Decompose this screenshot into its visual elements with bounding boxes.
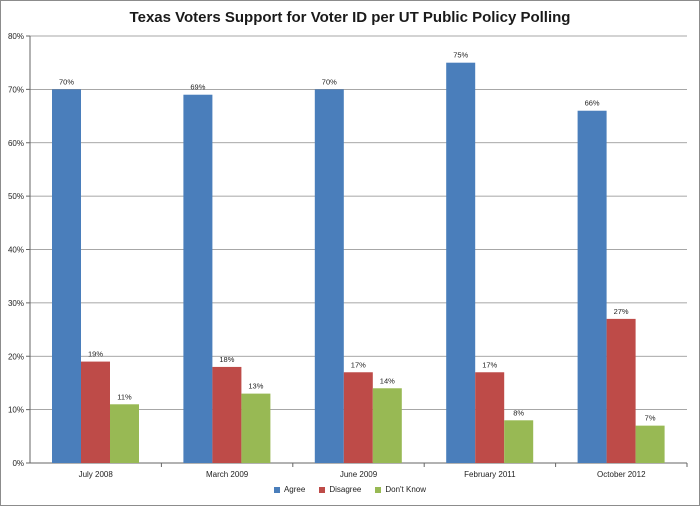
bar-don-t-know-1	[110, 404, 139, 463]
bar-don-t-know-3	[372, 388, 402, 463]
y-tick-label: 10%	[8, 406, 24, 415]
x-tick-label: June 2009	[340, 470, 378, 479]
legend-item-agree: Agree	[273, 485, 306, 494]
bar-disagree-2	[212, 366, 242, 463]
legend-swatch	[319, 486, 326, 493]
x-tick-label: July 2008	[79, 470, 114, 479]
bar-agree-4	[446, 62, 476, 463]
legend-label: Don't Know	[385, 485, 427, 494]
data-label: 70%	[59, 77, 74, 86]
y-tick-label: 0%	[12, 459, 24, 468]
data-label: 69%	[190, 83, 205, 92]
legend-item-disagree: Disagree	[319, 485, 361, 494]
data-label: 7%	[645, 414, 656, 423]
bar-disagree-5	[606, 318, 636, 463]
bar-don-t-know-4	[504, 420, 534, 463]
chart-title: Texas Voters Support for Voter ID per UT…	[129, 9, 571, 26]
data-label: 11%	[117, 392, 132, 401]
data-label: 17%	[351, 360, 366, 369]
legend-swatch	[375, 486, 382, 493]
bar-agree-1	[52, 89, 81, 463]
bar-agree-2	[183, 94, 213, 464]
data-label: 14%	[380, 376, 395, 385]
x-tick-label: February 2011	[464, 470, 516, 479]
legend-item-don-t-know: Don't Know	[375, 485, 426, 494]
x-tick-label: March 2009	[206, 470, 249, 479]
y-tick-label: 70%	[8, 85, 24, 94]
data-label: 18%	[219, 355, 234, 364]
y-tick-label: 40%	[8, 246, 24, 255]
data-label: 13%	[248, 382, 263, 391]
chart-legend: Agree Disagree Don't Know	[0, 485, 700, 494]
legend-label: Disagree	[329, 485, 362, 494]
bar-don-t-know-5	[635, 425, 665, 463]
data-label: 8%	[513, 408, 524, 417]
y-tick-label: 30%	[8, 299, 24, 308]
bar-disagree-3	[343, 372, 373, 463]
y-tick-label: 50%	[8, 192, 24, 201]
bar-agree-3	[314, 89, 344, 463]
data-label: 19%	[88, 350, 103, 359]
data-label: 27%	[614, 307, 629, 316]
data-label: 70%	[322, 77, 337, 86]
bar-agree-5	[577, 110, 607, 463]
y-tick-label: 60%	[8, 139, 24, 148]
bar-don-t-know-2	[241, 393, 271, 463]
bar-disagree-1	[81, 361, 110, 463]
x-tick-label: October 2012	[597, 470, 646, 479]
data-label: 75%	[453, 51, 468, 60]
y-tick-label: 80%	[8, 32, 24, 41]
data-label: 17%	[482, 360, 497, 369]
bar-disagree-4	[475, 372, 505, 463]
legend-swatch	[273, 486, 280, 493]
data-label: 66%	[585, 99, 600, 108]
legend-label: Agree	[283, 485, 306, 494]
y-tick-label: 20%	[8, 352, 24, 361]
